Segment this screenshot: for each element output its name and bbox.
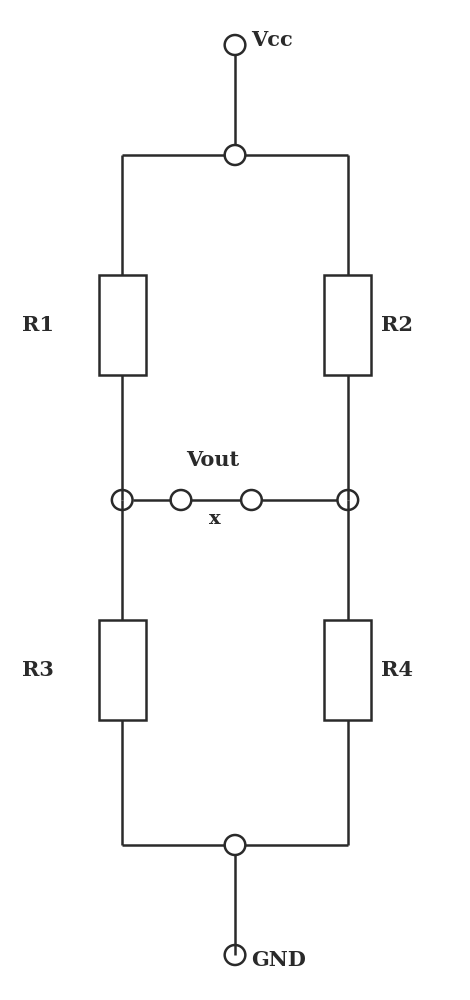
Text: R3: R3 <box>22 660 54 680</box>
Bar <box>324 620 371 720</box>
Text: R1: R1 <box>22 315 54 335</box>
Text: Vcc: Vcc <box>251 30 293 50</box>
Bar <box>324 275 371 375</box>
Text: Vout: Vout <box>186 450 239 470</box>
Text: GND: GND <box>251 950 306 970</box>
Text: R4: R4 <box>381 660 413 680</box>
Text: x: x <box>209 510 221 528</box>
Bar <box>99 275 146 375</box>
Bar <box>99 620 146 720</box>
Text: R2: R2 <box>381 315 413 335</box>
